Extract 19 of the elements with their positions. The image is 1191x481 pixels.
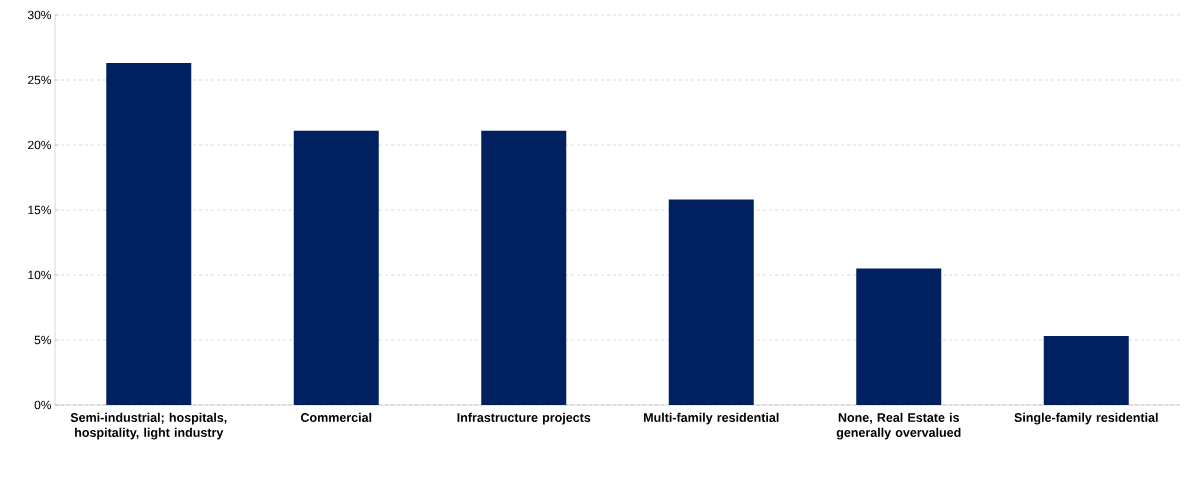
bar — [856, 268, 942, 405]
bar — [481, 130, 567, 405]
y-tick-label: 10% — [28, 270, 52, 280]
x-tick-label: Infrastructure projects — [457, 412, 591, 425]
bar — [668, 199, 754, 405]
bar — [1043, 336, 1129, 405]
y-tick-label: 5% — [34, 335, 52, 345]
x-tick-label: Semi-industrial; hospitals, hospitality, light industry — [70, 412, 227, 440]
x-tick-label: Commercial — [301, 412, 372, 422]
y-tick-label: 15% — [28, 205, 52, 215]
y-tick-label: 20% — [28, 140, 52, 150]
y-tick-label: 30% — [27, 10, 52, 20]
y-tick-label: 25% — [28, 75, 52, 85]
x-tick-label: Single-family residential — [1014, 412, 1158, 425]
y-tick-label: 0% — [34, 400, 52, 410]
x-tick-label: Multi-family residential — [644, 412, 779, 425]
bar — [293, 130, 379, 405]
bar — [106, 63, 192, 405]
x-tick-label: None, Real Estate is generally overvalued — [836, 412, 961, 440]
